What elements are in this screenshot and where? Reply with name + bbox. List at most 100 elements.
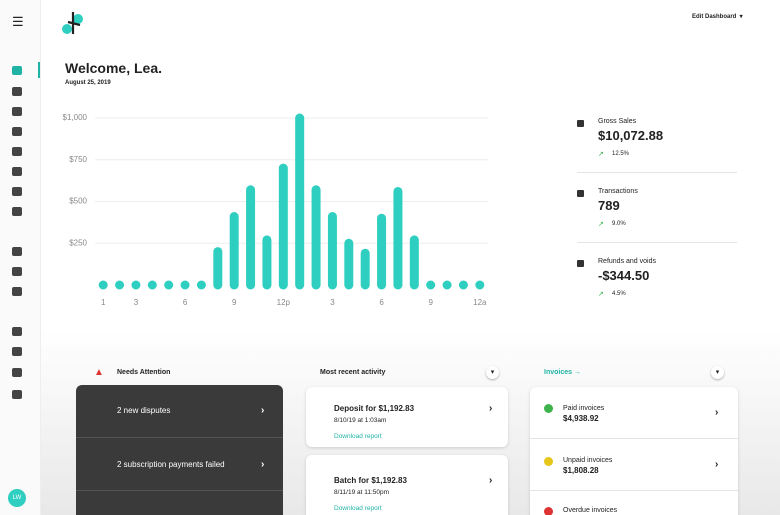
bar <box>442 280 452 290</box>
nav-icon[interactable] <box>12 287 22 296</box>
bar <box>377 213 387 290</box>
chevron: › <box>489 403 493 414</box>
warning-icon: ▲ <box>94 367 104 378</box>
divider <box>577 172 737 173</box>
bar <box>344 238 354 290</box>
divider <box>577 242 737 243</box>
bar <box>229 212 239 290</box>
x-tick-label: 9 <box>232 298 237 307</box>
x-tick-label: 3 <box>330 298 335 307</box>
y-tick-label: $750 <box>69 155 87 164</box>
trend-icon: ↗ <box>598 221 604 228</box>
divider <box>76 437 283 438</box>
x-tick-label: 12p <box>277 298 291 307</box>
y-tick-label: $500 <box>69 197 87 206</box>
attention-item[interactable]: 2 subscription payments failed <box>117 460 225 469</box>
nav-icon[interactable] <box>12 127 22 136</box>
divider <box>530 490 738 491</box>
nav-icon[interactable] <box>12 267 22 276</box>
bar <box>327 212 337 290</box>
x-tick-label: 3 <box>134 298 139 307</box>
nav-icon[interactable] <box>12 207 22 216</box>
invoice-amount: $1,808.28 <box>563 466 599 475</box>
chevron: › <box>261 405 265 416</box>
avatar[interactable]: LW <box>8 489 26 507</box>
nav-icon[interactable] <box>12 147 22 156</box>
stat-label: Gross Sales <box>598 118 637 125</box>
chart: $250 $500 $750 $1,000 1 3 6 9 12p 3 6 9 12a <box>63 113 488 307</box>
attention-item[interactable]: 2 new disputes <box>117 406 171 415</box>
nav-icon[interactable] <box>12 390 22 399</box>
bar <box>196 280 206 290</box>
bar <box>98 280 108 290</box>
nav-icon[interactable] <box>12 66 22 75</box>
bar <box>295 113 305 290</box>
bar <box>164 280 174 290</box>
logo <box>62 12 83 34</box>
status-dot <box>544 507 553 515</box>
bar <box>360 248 370 290</box>
activity-time: 8/11/19 at 11:50pm <box>334 489 390 496</box>
x-tick-label: 1 <box>101 298 106 307</box>
dropdown[interactable]: ▾ <box>486 366 499 379</box>
bar <box>458 280 468 290</box>
stat-icon <box>577 120 584 127</box>
menu-button[interactable]: ☰ <box>12 14 24 29</box>
x-tick-label: 12a <box>473 298 487 307</box>
nav-icon[interactable] <box>12 247 22 256</box>
bar <box>147 280 157 290</box>
activity-title: Batch for $1,192.83 <box>334 476 407 485</box>
bar <box>131 280 141 290</box>
nav-icon[interactable] <box>12 347 22 356</box>
bar <box>213 247 223 290</box>
invoice-label: Unpaid invoices <box>563 457 613 464</box>
y-tick-label: $1,000 <box>63 113 88 122</box>
bar <box>393 186 403 290</box>
dropdown[interactable]: ▾ <box>711 366 724 379</box>
activity-card[interactable] <box>306 387 508 447</box>
status-dot <box>544 404 553 413</box>
divider <box>76 490 283 491</box>
nav-icon[interactable] <box>12 87 22 96</box>
x-tick-label: 9 <box>428 298 433 307</box>
sidebar: ☰ LW <box>0 0 41 515</box>
section-title: Most recent activity <box>320 369 386 376</box>
chevron: › <box>261 459 265 470</box>
bar <box>475 280 485 290</box>
section-title: Needs Attention <box>117 369 171 376</box>
stat-change: 12.5% <box>612 151 630 157</box>
stat-icon <box>577 260 584 267</box>
divider <box>530 438 738 439</box>
welcome: Welcome, Lea. <box>65 60 163 76</box>
stat-change: 9.0% <box>612 221 626 227</box>
invoice-amount: $4,938.92 <box>563 414 599 423</box>
x-tick-label: 6 <box>379 298 384 307</box>
status-dot <box>544 457 553 466</box>
bar <box>278 163 288 290</box>
bar <box>246 185 256 290</box>
attention-card <box>76 385 283 515</box>
nav-active <box>38 62 40 78</box>
nav-icon[interactable] <box>12 107 22 116</box>
bar <box>262 235 272 290</box>
stat-change: 4.5% <box>612 291 626 297</box>
activity-card[interactable] <box>306 455 508 515</box>
activity-link[interactable]: Download report <box>334 505 382 512</box>
activity-time: 8/10/19 at 1:03am <box>334 417 387 424</box>
stat-value: 789 <box>598 198 620 213</box>
bar <box>311 185 321 290</box>
nav-icon[interactable] <box>12 368 22 377</box>
section-title[interactable]: Invoices → <box>544 369 581 376</box>
nav-icon[interactable] <box>12 187 22 196</box>
bar <box>426 280 436 290</box>
activity-link[interactable]: Download report <box>334 433 382 440</box>
bar <box>115 280 125 290</box>
stat-value: $10,072.88 <box>598 128 664 143</box>
invoice-label: Overdue invoices <box>563 507 618 514</box>
stat-icon <box>577 190 584 197</box>
date: August 25, 2019 <box>65 80 111 86</box>
edit-dashboard[interactable]: Edit Dashboard ▾ <box>692 14 743 20</box>
nav-icon[interactable] <box>12 167 22 176</box>
nav-icon[interactable] <box>12 327 22 336</box>
